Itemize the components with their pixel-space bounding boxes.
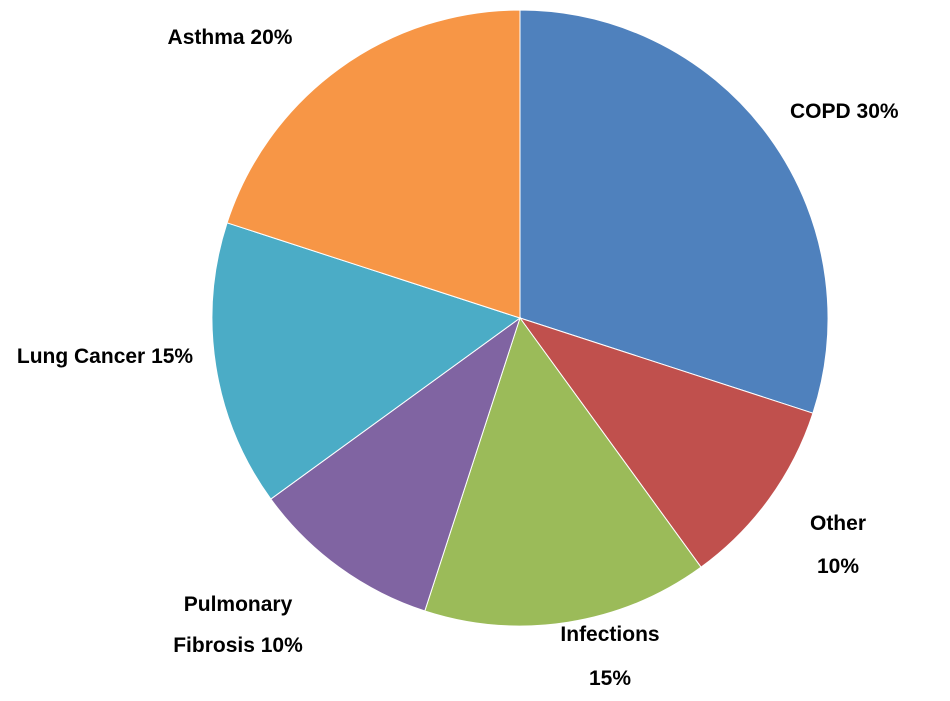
- value-label: 10%: [260, 634, 303, 657]
- slice-label: COPD 30%: [790, 91, 950, 133]
- category-label: Asthma: [167, 26, 245, 49]
- value-label: 20%: [250, 26, 293, 49]
- category-label: Infections: [560, 623, 660, 646]
- pie-slice: [211, 222, 522, 500]
- slice-label: Asthma 20%: [120, 17, 340, 59]
- value-label: 15%: [151, 345, 194, 368]
- pie-slice: [424, 316, 702, 627]
- pie-slice: [270, 316, 521, 612]
- slice-label: Pulmonary Fibrosis 10%: [143, 584, 333, 666]
- category-label: Pulmonary Fibrosis: [173, 593, 293, 657]
- slice-label: Other 10%: [793, 502, 883, 588]
- value-label: 30%: [856, 100, 899, 123]
- value-label: 10%: [816, 555, 860, 578]
- value-label: 15%: [588, 667, 632, 690]
- pie-slice: [519, 9, 829, 414]
- pie-slice: [226, 9, 521, 319]
- slice-label: Lung Cancer 15%: [10, 336, 200, 378]
- category-label: Lung Cancer: [16, 345, 146, 368]
- pie-slice: [518, 317, 814, 568]
- category-label: Other: [809, 512, 866, 535]
- category-label: COPD: [790, 100, 851, 123]
- slice-label: Infections 15%: [545, 613, 675, 701]
